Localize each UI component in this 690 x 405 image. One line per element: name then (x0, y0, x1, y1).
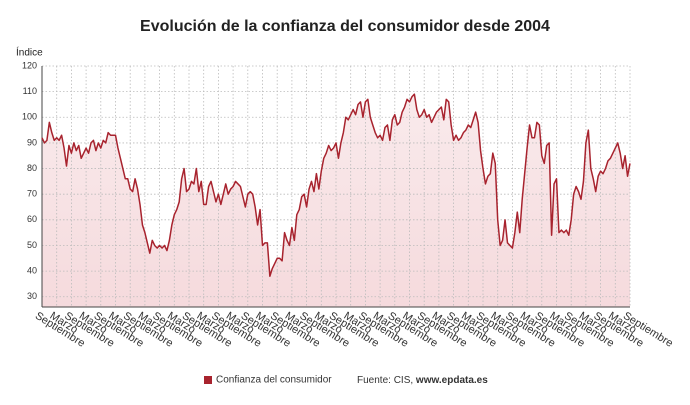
y-tick-label: 80 (27, 163, 37, 173)
line (41, 93, 631, 277)
y-tick-label: 110 (23, 86, 37, 96)
y-tick-label: 100 (22, 112, 37, 122)
y-tick-label: 90 (27, 137, 37, 147)
y-axis-label: Índice (16, 46, 43, 59)
y-tick-label: 30 (27, 291, 37, 301)
source-link: www.epdata.es (415, 375, 488, 386)
source-prefix: Fuente: CIS, (357, 375, 413, 386)
y-tick-label: 40 (27, 265, 37, 275)
y-tick-label: 50 (27, 240, 37, 250)
y-tick-label: 120 (22, 60, 37, 70)
plot-area: 30405060708090100110120SeptiembreMarzoSe… (22, 60, 675, 349)
source: Fuente: CIS, www.epdata.es (357, 375, 488, 386)
chart-title: Evolución de la confianza del consumidor… (140, 18, 550, 35)
legend-swatch (204, 376, 212, 384)
y-tick-label: 60 (27, 214, 37, 224)
legend-label: Confianza del consumidor (216, 375, 332, 386)
y-tick-label: 70 (27, 189, 37, 199)
area (42, 94, 630, 307)
